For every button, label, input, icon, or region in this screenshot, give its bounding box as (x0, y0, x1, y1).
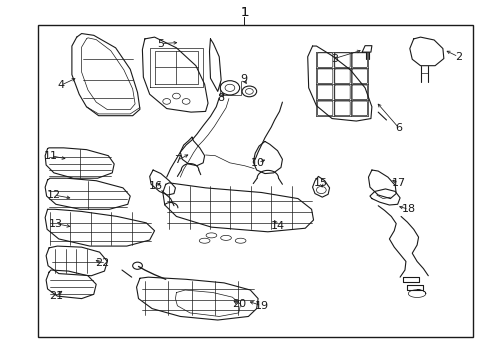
Text: 6: 6 (395, 123, 402, 133)
Text: 12: 12 (47, 190, 61, 200)
Text: 3: 3 (330, 54, 337, 64)
Text: 10: 10 (251, 158, 264, 168)
Text: 5: 5 (157, 39, 164, 49)
Bar (38, 24, 472, 337)
Text: 13: 13 (49, 219, 63, 229)
Text: 22: 22 (95, 258, 109, 268)
Text: 18: 18 (401, 204, 415, 214)
Text: 1: 1 (240, 6, 248, 19)
Text: 9: 9 (240, 74, 246, 84)
Text: 21: 21 (49, 291, 63, 301)
Text: 14: 14 (270, 221, 284, 231)
Text: 11: 11 (44, 151, 58, 161)
Text: 16: 16 (149, 181, 163, 192)
Text: 7: 7 (173, 156, 181, 165)
Text: 15: 15 (314, 178, 327, 188)
Text: 17: 17 (391, 178, 406, 188)
Text: 4: 4 (57, 80, 64, 90)
Text: 20: 20 (232, 299, 246, 309)
Text: 2: 2 (454, 52, 461, 62)
Text: 8: 8 (217, 93, 224, 103)
Text: 19: 19 (254, 301, 268, 311)
Text: 1: 1 (240, 6, 248, 19)
